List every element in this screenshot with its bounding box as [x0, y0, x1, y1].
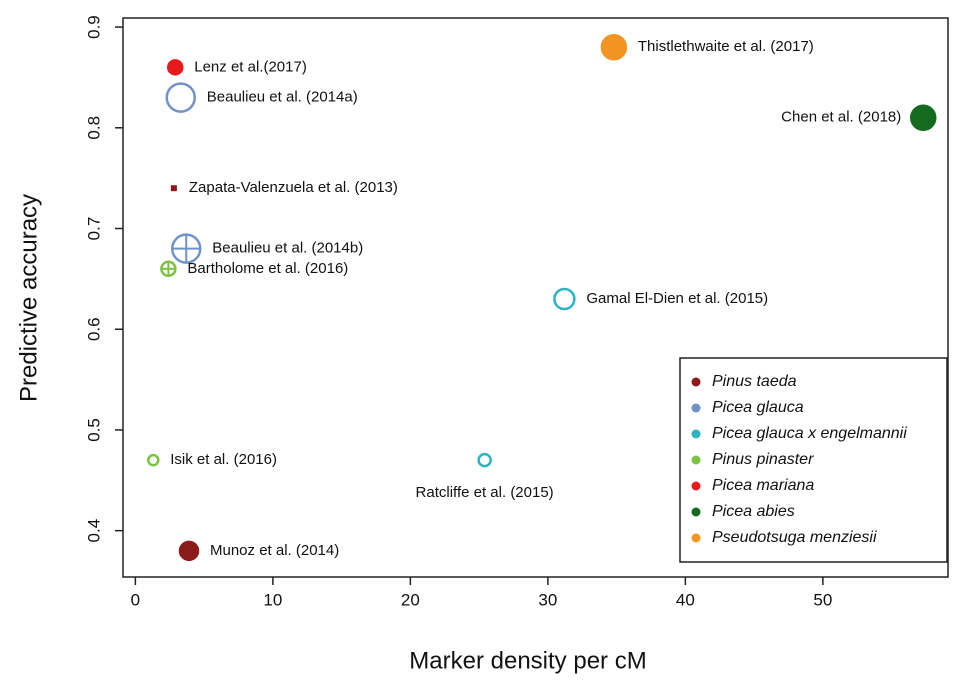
point-label: Ratcliffe et al. (2015): [416, 484, 554, 501]
point-circle: [600, 33, 628, 61]
point-circle: [147, 453, 160, 467]
legend-marker: [691, 377, 701, 387]
legend-marker: [691, 429, 701, 439]
point: [160, 260, 177, 278]
legend-marker: [691, 533, 701, 543]
point: [910, 104, 937, 131]
point: [178, 540, 200, 562]
legend-marker: [691, 507, 701, 517]
legend-marker: [691, 481, 701, 491]
point-label: Beaulieu et al. (2014b): [212, 240, 363, 257]
point-circle: [910, 104, 937, 131]
point-circle: [167, 59, 184, 76]
x-axis-label: Marker density per cM: [409, 647, 646, 674]
legend-marker: [691, 403, 701, 413]
legend-box: [679, 357, 948, 563]
legend-label: Pseudotsuga menziesii: [712, 529, 877, 546]
x-tick-label: 0: [131, 590, 140, 609]
point-label: Zapata-Valenzuela et al. (2013): [189, 179, 398, 196]
y-tick-label: 0.4: [84, 519, 103, 543]
point-label: Chen et al. (2018): [781, 109, 901, 126]
point: [600, 33, 628, 61]
point-circle: [178, 540, 200, 562]
legend-label: Picea abies: [712, 503, 795, 520]
legend-label: Pinus pinaster: [712, 451, 814, 468]
point-circle: [553, 287, 576, 311]
point: [477, 452, 492, 468]
y-axis-label: Predictive accuracy: [15, 194, 42, 402]
legend-label: Pinus taeda: [712, 373, 797, 390]
point: [147, 453, 160, 467]
point: [171, 233, 202, 264]
y-tick-label: 0.5: [84, 418, 103, 442]
x-tick-label: 50: [813, 590, 832, 609]
y-tick-label: 0.7: [84, 217, 103, 241]
point-circle: [165, 82, 196, 113]
point-label: Munoz et al. (2014): [210, 542, 339, 559]
point: [170, 185, 177, 192]
point-label: Bartholome et al. (2016): [187, 260, 348, 277]
plot-frame: [122, 17, 949, 578]
point-label: Isik et al. (2016): [170, 451, 277, 468]
y-tick-label: 0.9: [84, 15, 103, 39]
point: [553, 287, 576, 311]
x-tick-label: 30: [538, 590, 557, 609]
legend-label: Picea glauca: [712, 399, 804, 416]
x-tick-label: 20: [401, 590, 420, 609]
legend-marker: [691, 455, 701, 465]
x-tick-label: 40: [676, 590, 695, 609]
point-label: Beaulieu et al. (2014a): [207, 89, 358, 106]
point-label: Thistlethwaite et al. (2017): [638, 38, 814, 55]
point-label: Lenz et al.(2017): [194, 58, 307, 75]
legend-label: Picea mariana: [712, 477, 814, 494]
point: [165, 82, 196, 113]
point-circle: [477, 452, 492, 468]
y-tick-label: 0.8: [84, 116, 103, 140]
point: [167, 59, 184, 76]
x-tick-label: 10: [263, 590, 282, 609]
legend-label: Picea glauca x engelmannii: [712, 425, 907, 442]
point-label: Gamal El-Dien et al. (2015): [586, 290, 768, 307]
y-tick-label: 0.6: [84, 317, 103, 341]
